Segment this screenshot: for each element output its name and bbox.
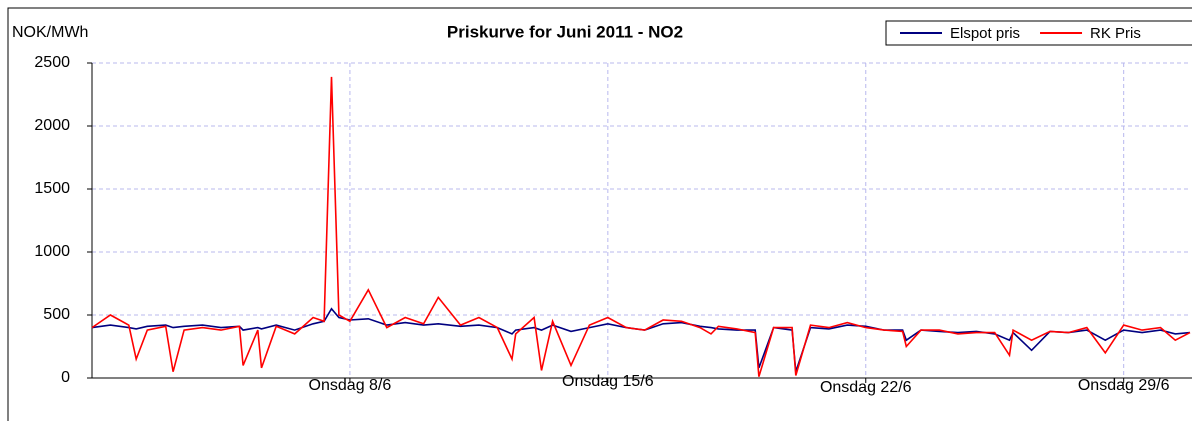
data-line [91,76,1191,377]
data-line [91,307,1191,372]
chart-title: Priskurve for Juni 2011 - NO2 [447,22,683,41]
y-tick-label: 0 [61,369,70,386]
legend-label: RK Pris [1090,25,1141,42]
x-tick-label: Onsdag 15/6 [562,373,654,390]
x-tick-label: Onsdag 8/6 [309,377,392,394]
legend-label: Elspot pris [950,25,1020,42]
chart-frame [7,7,1192,421]
x-tick-label: Onsdag 29/6 [1078,377,1170,394]
y-tick-label: 500 [43,306,70,323]
y-tick-label: 1500 [34,180,70,197]
y-tick-label: 2500 [34,54,70,71]
y-tick-label: 1000 [34,243,70,260]
x-tick-label: Onsdag 22/6 [820,379,912,396]
y-tick-label: 2000 [34,117,70,134]
y-axis-label: NOK/MWh [12,24,88,41]
